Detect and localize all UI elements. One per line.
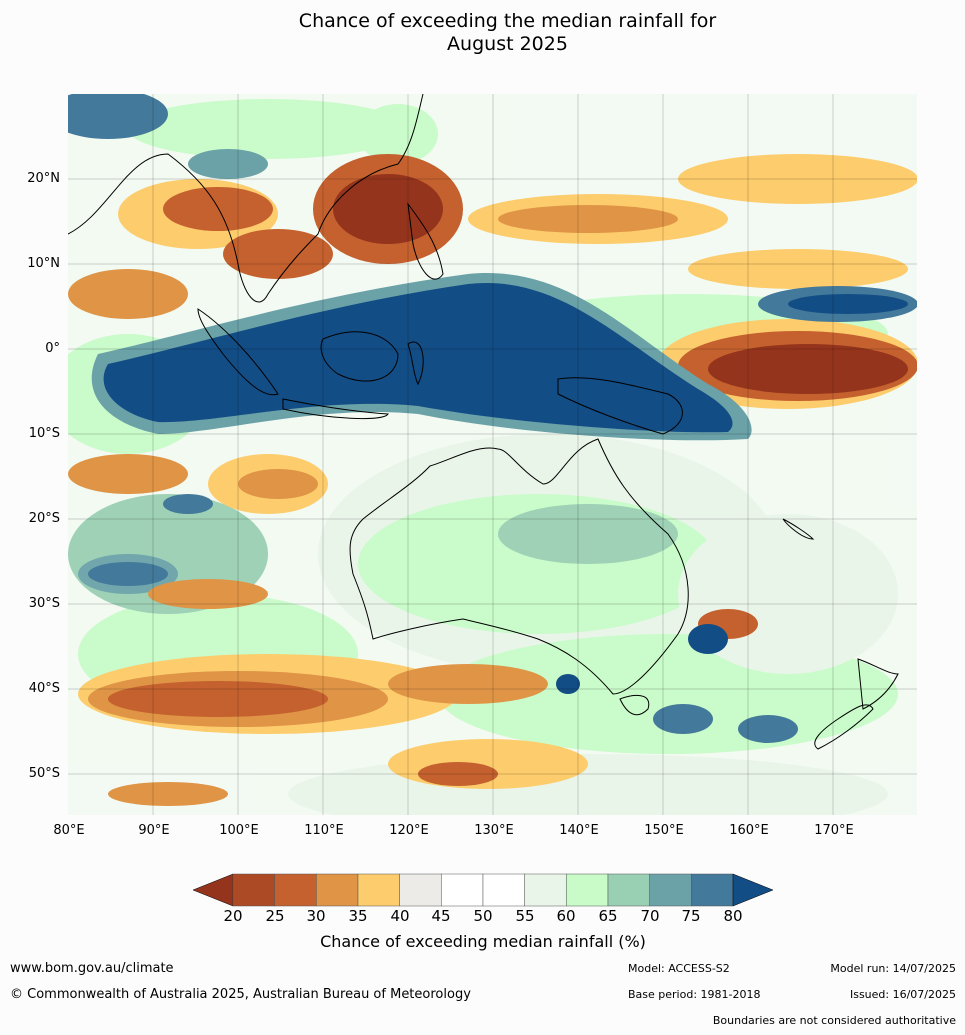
copyright-text: © Commonwealth of Australia 2025, Austra… (10, 987, 471, 1002)
lon-label: 130°E (474, 823, 514, 838)
colorbar-cell (566, 873, 609, 907)
colorbar-cell (607, 873, 650, 907)
colorbar-cell (441, 873, 484, 907)
borneo-coastline (320, 331, 399, 382)
colorbar-tick: 60 (556, 907, 576, 925)
disclaimer-text: Boundaries are not considered authoritat… (712, 1014, 956, 1027)
colorbar-tick: 35 (348, 907, 368, 925)
lon-label: 140°E (559, 823, 599, 838)
new-guinea-coastline (557, 377, 683, 435)
lat-label: 20°N (27, 171, 60, 186)
model-run-text: Model run: 14/07/2025 (830, 962, 956, 975)
colorbar-cell (232, 873, 275, 907)
java-coastline (282, 398, 389, 420)
asia-coastline (68, 94, 424, 303)
philippines-coastline (407, 202, 444, 280)
colorbar-cell (691, 873, 734, 907)
base-period-text: Base period: 1981-2018 (628, 988, 761, 1001)
colorbar (193, 873, 773, 907)
colorbar-cell (399, 873, 442, 907)
lon-label: 160°E (729, 823, 769, 838)
lon-label: 80°E (53, 823, 85, 838)
lon-label: 150°E (644, 823, 684, 838)
map-title: Chance of exceeding the median rainfall … (0, 10, 965, 56)
colorbar-tick: 75 (681, 907, 701, 925)
colorbar-cell (274, 873, 317, 907)
colorbar-low-arrow (193, 873, 234, 907)
rainfall-map (68, 94, 917, 815)
lon-label: 120°E (389, 823, 429, 838)
colorbar-cells (232, 873, 734, 907)
colorbar-cell (524, 873, 567, 907)
probability-fill-dry (68, 154, 917, 806)
colorbar-cell (649, 873, 692, 907)
tasmania-coastline (619, 694, 650, 716)
colorbar-tick: 20 (223, 907, 243, 925)
lat-label: 50°S (28, 766, 60, 781)
colorbar-tick: 25 (265, 907, 285, 925)
sulawesi-coastline (407, 341, 424, 386)
new-caledonia-coastline (782, 518, 815, 540)
lat-label: 30°S (28, 596, 60, 611)
lat-label: 10°S (28, 426, 60, 441)
colorbar-tick: 70 (640, 907, 660, 925)
lat-label: 0° (45, 341, 60, 356)
probability-fill-wet (68, 94, 917, 743)
lat-label: 20°S (28, 511, 60, 526)
lon-label: 100°E (219, 823, 259, 838)
colorbar-tick: 65 (598, 907, 618, 925)
colorbar-tick: 55 (515, 907, 535, 925)
model-text: Model: ACCESS-S2 (628, 962, 730, 975)
colorbar-high-arrow (732, 873, 773, 907)
lat-label: 10°N (27, 256, 60, 271)
colorbar-cell (316, 873, 359, 907)
title-line-2: August 2025 (447, 33, 568, 55)
issued-text: Issued: 16/07/2025 (849, 988, 956, 1001)
colorbar-cell (357, 873, 400, 907)
website-link[interactable]: www.bom.gov.au/climate (10, 961, 174, 976)
colorbar-label: Chance of exceeding median rainfall (%) (320, 932, 646, 951)
coastlines (68, 94, 899, 750)
colorbar-tick: 40 (390, 907, 410, 925)
colorbar-tick: 30 (306, 907, 326, 925)
lat-label: 40°S (28, 681, 60, 696)
australia-coastline (349, 438, 689, 695)
new-zealand-coastline (814, 658, 899, 750)
colorbar-tick: 50 (473, 907, 493, 925)
lon-label: 170°E (814, 823, 854, 838)
colorbar-tick: 80 (723, 907, 743, 925)
graticule (68, 94, 917, 815)
title-line-1: Chance of exceeding the median rainfall … (298, 10, 717, 32)
sumatra-coastline (197, 308, 279, 396)
colorbar-cell (482, 873, 525, 907)
lon-label: 90°E (138, 823, 170, 838)
colorbar-tick: 45 (431, 907, 451, 925)
lon-label: 110°E (304, 823, 344, 838)
